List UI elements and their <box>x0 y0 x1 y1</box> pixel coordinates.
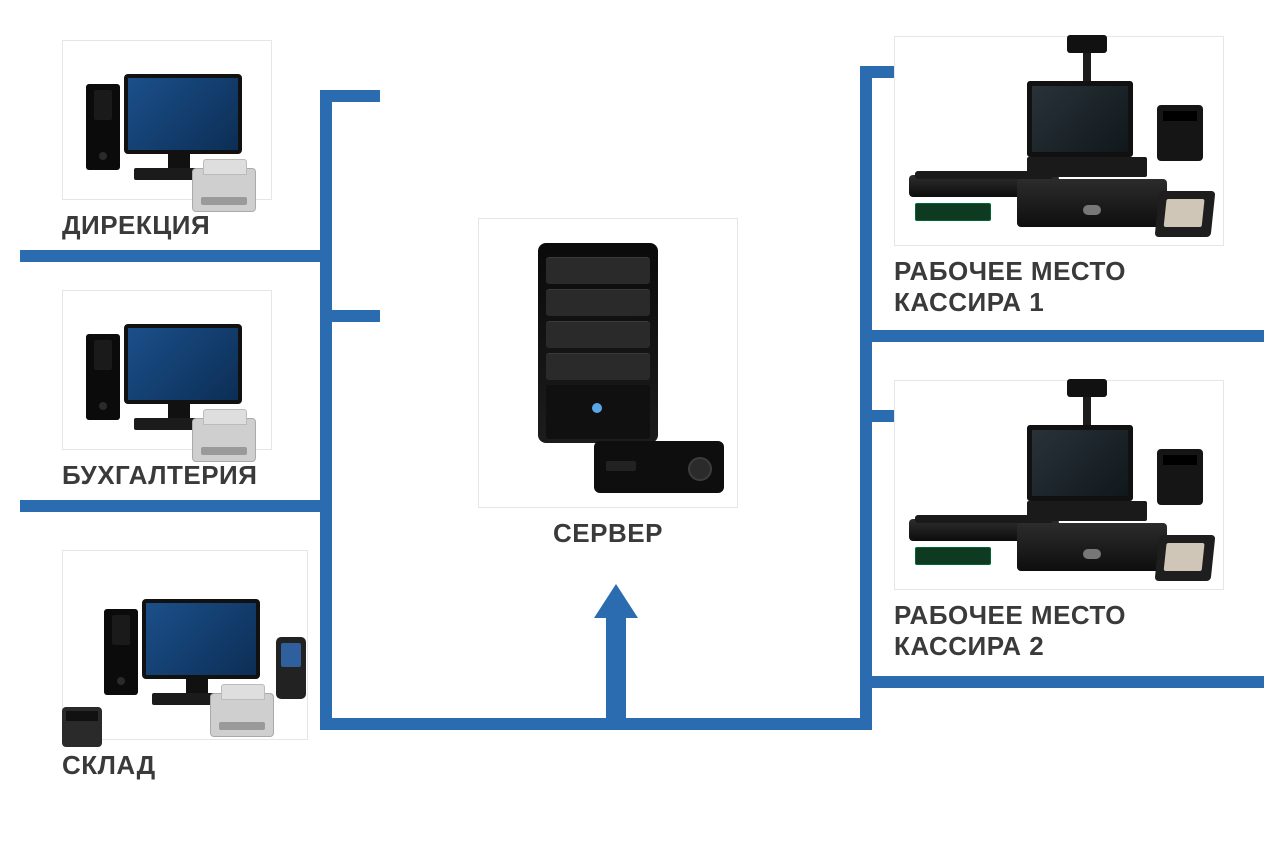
connector-accounting-stub <box>320 310 380 322</box>
arrow-into-server-icon <box>594 584 638 618</box>
workstation-icon <box>62 290 272 450</box>
connector-direction-stub <box>320 90 380 102</box>
node-server-label: СЕРВЕР <box>553 518 663 549</box>
node-cashier-2: РАБОЧЕЕ МЕСТО КАССИРА 2 <box>894 380 1224 662</box>
connector-to-cashier1 <box>860 330 1264 342</box>
workstation-with-scanner-icon <box>62 550 308 740</box>
pos-terminal-icon <box>894 380 1224 590</box>
node-cashier-2-label: РАБОЧЕЕ МЕСТО КАССИРА 2 <box>894 600 1126 662</box>
workstation-icon <box>62 40 272 200</box>
connector-to-direction <box>20 250 332 262</box>
node-direction-label: ДИРЕКЦИЯ <box>62 210 210 241</box>
node-cashier-1: РАБОЧЕЕ МЕСТО КАССИРА 1 <box>894 36 1224 318</box>
connector-to-cashier2 <box>860 676 1264 688</box>
connector-to-accounting <box>20 500 332 512</box>
node-direction: ДИРЕКЦИЯ <box>62 40 272 241</box>
connector-right-bus <box>860 66 872 730</box>
node-accounting: БУХГАЛТЕРИЯ <box>62 290 272 491</box>
connector-server-riser <box>606 616 626 730</box>
server-icon <box>478 218 738 508</box>
connector-bottom-bus <box>320 718 872 730</box>
node-warehouse: СКЛАД <box>62 550 308 781</box>
pos-terminal-icon <box>894 36 1224 246</box>
node-accounting-label: БУХГАЛТЕРИЯ <box>62 460 257 491</box>
node-warehouse-label: СКЛАД <box>62 750 156 781</box>
connector-left-bus <box>320 90 332 730</box>
node-server: СЕРВЕР <box>478 218 738 549</box>
node-cashier-1-label: РАБОЧЕЕ МЕСТО КАССИРА 1 <box>894 256 1126 318</box>
